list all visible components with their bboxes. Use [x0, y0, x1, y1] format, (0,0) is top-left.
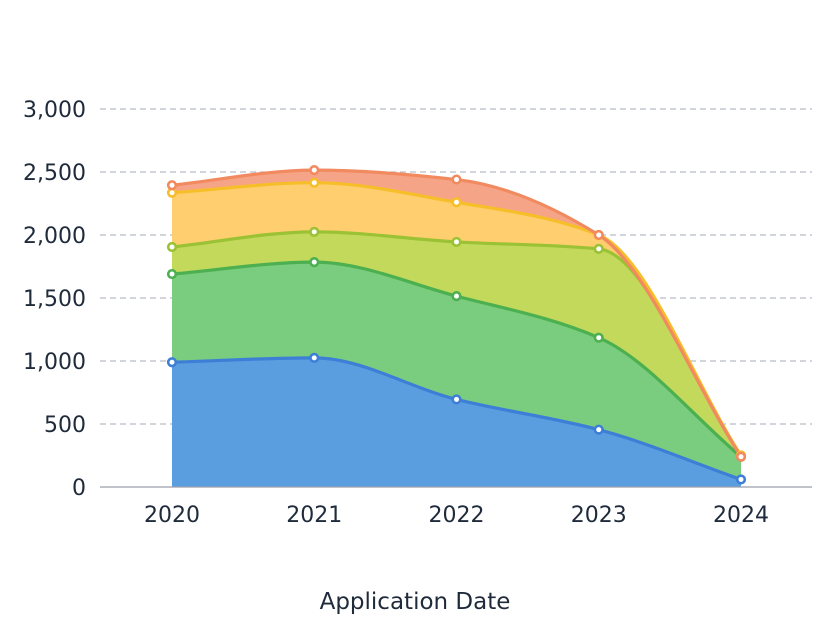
data-point[interactable] [737, 476, 745, 484]
data-point[interactable] [168, 243, 176, 251]
stacked-area-chart: 05001,0001,5002,0002,5003,000 2020202120… [0, 0, 832, 636]
data-point[interactable] [453, 176, 461, 184]
x-tick-labels: 2020 2021 2022 2023 2024 [144, 503, 769, 528]
data-point[interactable] [595, 334, 603, 342]
data-point[interactable] [737, 453, 745, 461]
y-tick-label: 2,500 [23, 161, 86, 186]
x-tick-label: 2023 [571, 503, 627, 528]
x-axis-title: Application Date [320, 589, 511, 615]
x-tick-label: 2020 [144, 503, 200, 528]
x-tick-label: 2024 [713, 503, 769, 528]
y-tick-label: 0 [72, 476, 86, 501]
x-tick-label: 2022 [429, 503, 485, 528]
data-point[interactable] [453, 238, 461, 246]
data-point[interactable] [168, 270, 176, 278]
y-tick-labels: 0 500 1,000 1,500 2,000 2,500 3,000 [23, 98, 86, 501]
data-point[interactable] [310, 166, 318, 174]
x-tick-label: 2021 [286, 503, 342, 528]
data-point[interactable] [168, 358, 176, 366]
y-tick-label: 500 [44, 413, 86, 438]
y-tick-label: 2,000 [23, 224, 86, 249]
data-point[interactable] [453, 396, 461, 404]
data-point[interactable] [310, 258, 318, 266]
data-point[interactable] [453, 198, 461, 206]
data-point[interactable] [453, 292, 461, 300]
data-point[interactable] [595, 245, 603, 253]
data-point[interactable] [595, 426, 603, 434]
data-point[interactable] [310, 179, 318, 187]
data-point[interactable] [168, 181, 176, 189]
data-point[interactable] [595, 231, 603, 239]
y-tick-label: 3,000 [23, 98, 86, 123]
data-point[interactable] [310, 228, 318, 236]
series-areas [172, 170, 741, 487]
y-tick-label: 1,500 [23, 287, 86, 312]
y-tick-label: 1,000 [23, 350, 86, 375]
data-point[interactable] [310, 354, 318, 362]
